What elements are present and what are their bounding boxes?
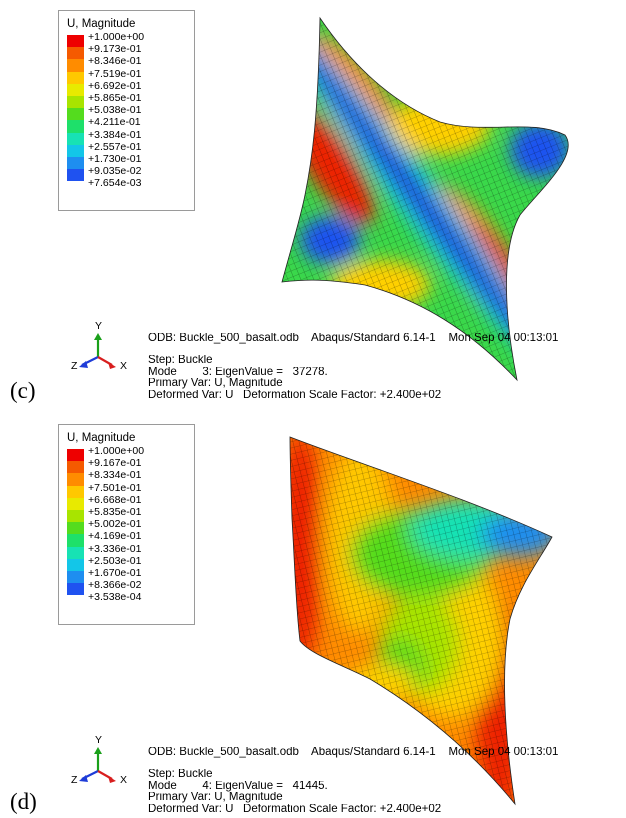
legend-value: +7.519e-01 <box>88 67 142 80</box>
legend-value: +6.692e-01 <box>88 79 142 92</box>
legend-swatch <box>67 570 84 584</box>
legend-value: +8.366e-02 <box>88 579 142 592</box>
legend-swatch <box>67 108 84 121</box>
info-step: Step: Buckle <box>148 354 213 366</box>
legend-value: +4.211e-01 <box>88 116 141 129</box>
panel-d: U, Magnitude +1.000e+00 +9.167e-01 +8.33… <box>0 409 626 818</box>
axis-label-z: Z <box>71 360 78 372</box>
axis-label-y: Y <box>95 320 103 332</box>
legend-swatch <box>67 169 84 182</box>
legend-value: +1.670e-01 <box>88 566 142 579</box>
legend-color-bar <box>67 35 84 182</box>
legend-swatch <box>67 120 84 133</box>
axis-label-x: X <box>120 360 128 372</box>
axis-label-x: X <box>120 774 128 786</box>
legend-value: +2.557e-01 <box>88 140 142 153</box>
info-deformed-var: Deformed Var: U Deformation Scale Factor… <box>148 390 442 399</box>
axis-triad: Y Z X <box>70 734 140 791</box>
axis-label-y: Y <box>95 734 103 746</box>
legend-value: +6.668e-01 <box>88 493 142 506</box>
legend-value: +3.336e-01 <box>88 542 142 555</box>
legend-swatch <box>67 71 84 84</box>
legend-value: +8.346e-01 <box>88 55 142 68</box>
panel-c: U, Magnitude +1.000e+00 +9.173e-01 +8.34… <box>10 10 626 403</box>
legend-value: +3.384e-01 <box>88 128 142 141</box>
legend-value: +9.035e-02 <box>88 165 142 178</box>
deformed-plate-mode-4 <box>289 436 553 806</box>
info-block: ODB: Buckle_500_basalt.odb Abaqus/Standa… <box>148 333 626 398</box>
legend-swatch <box>67 59 84 72</box>
info-mode: Mode 3: EigenValue = 37278. <box>148 366 328 378</box>
info-primary-var: Primary Var: U, Magnitude <box>148 378 283 390</box>
legend-value: +4.169e-01 <box>88 530 142 543</box>
deformed-plate-mode-3 <box>281 16 569 382</box>
legend-title: U, Magnitude <box>67 18 136 30</box>
legend-swatch <box>67 83 84 96</box>
legend-swatch <box>67 558 84 571</box>
legend-value: +8.334e-01 <box>88 469 142 482</box>
legend-values: +1.000e+00 +9.167e-01 +8.334e-01 +7.501e… <box>88 445 144 603</box>
legend: U, Magnitude +1.000e+00 +9.167e-01 +8.33… <box>58 424 195 625</box>
legend-swatch <box>67 47 84 60</box>
info-mode: Mode 4: EigenValue = 41445. <box>148 780 328 792</box>
legend-swatch <box>67 156 84 170</box>
legend-swatch <box>67 95 84 109</box>
legend-value: +5.835e-01 <box>88 505 142 518</box>
legend-title: U, Magnitude <box>67 432 136 444</box>
legend-swatch <box>67 132 84 145</box>
legend-swatch <box>67 449 84 462</box>
legend-swatch <box>67 497 84 510</box>
info-odb: ODB: Buckle_500_basalt.odb Abaqus/Standa… <box>148 333 559 344</box>
legend-value: +3.538e-04 <box>88 591 142 604</box>
legend-swatch <box>67 473 84 486</box>
info-block: ODB: Buckle_500_basalt.odb Abaqus/Standa… <box>148 747 626 812</box>
legend-value: +7.501e-01 <box>88 481 142 494</box>
legend-swatch <box>67 546 84 559</box>
legend-values: +1.000e+00 +9.173e-01 +8.346e-01 +7.519e… <box>88 31 144 189</box>
legend-swatch <box>67 534 84 547</box>
legend-value: +9.173e-01 <box>88 43 142 56</box>
triad-arrows-icon <box>79 333 116 369</box>
legend-swatch <box>67 485 84 498</box>
legend-value: +5.865e-01 <box>88 91 142 104</box>
info-odb: ODB: Buckle_500_basalt.odb Abaqus/Standa… <box>148 747 559 758</box>
legend-swatch <box>67 144 84 157</box>
legend-swatch <box>67 461 84 474</box>
info-step: Step: Buckle <box>148 768 213 780</box>
legend-swatch <box>67 35 84 48</box>
legend-color-bar <box>67 449 84 596</box>
legend-swatch <box>67 509 84 523</box>
info-deformed-var: Deformed Var: U Deformation Scale Factor… <box>148 804 442 813</box>
legend-value: +1.000e+00 <box>88 31 145 43</box>
legend-value: +7.654e-03 <box>88 177 142 190</box>
info-primary-var: Primary Var: U, Magnitude <box>148 792 283 804</box>
axis-label-z: Z <box>71 774 78 786</box>
axis-triad: Y Z X <box>70 320 140 377</box>
panel-label: (d) <box>10 789 37 814</box>
legend-swatch <box>67 522 84 535</box>
legend-value: +1.000e+00 <box>88 445 145 457</box>
legend-value: +9.167e-01 <box>88 457 142 470</box>
legend: U, Magnitude +1.000e+00 +9.173e-01 +8.34… <box>58 10 195 211</box>
triad-arrows-icon <box>79 747 116 783</box>
legend-value: +1.730e-01 <box>88 152 142 165</box>
legend-value: +2.503e-01 <box>88 554 142 567</box>
legend-value: +5.038e-01 <box>88 104 142 117</box>
panel-label: (c) <box>10 378 36 403</box>
legend-value: +5.002e-01 <box>88 518 142 531</box>
legend-swatch <box>67 583 84 596</box>
